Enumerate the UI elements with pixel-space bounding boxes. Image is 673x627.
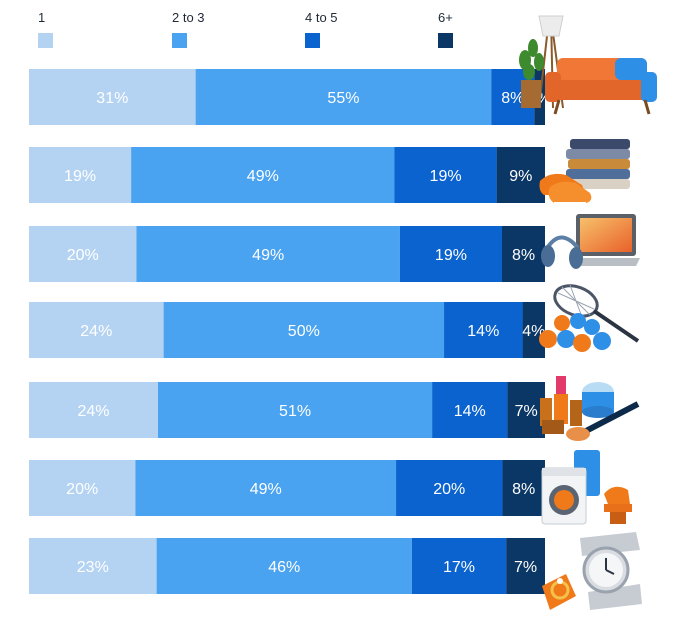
bar-segment: [396, 460, 503, 516]
bar-segment: [502, 460, 545, 516]
bar-segment: [29, 302, 164, 358]
data-label: 8%: [501, 90, 524, 107]
legend-swatch: [38, 33, 53, 48]
data-label: 49%: [247, 168, 279, 185]
sofa-icon: [519, 15, 657, 115]
bar-segment: [394, 147, 497, 203]
bar-row: 23% 46% 17% 7%: [29, 538, 545, 594]
bar-segment: [29, 460, 136, 516]
bar-segment: [29, 382, 158, 438]
laptop-headphones-icon: [541, 214, 640, 269]
legend: 1 2 to 3 4 to 5 6+: [0, 0, 673, 60]
legend-label: 6+: [438, 10, 453, 25]
data-label: 50%: [288, 323, 320, 340]
data-label: 17%: [443, 559, 475, 576]
bar-segment: [136, 226, 400, 282]
data-label: 31%: [96, 90, 128, 107]
bar-segment: [507, 382, 545, 438]
data-label: 51%: [279, 403, 311, 420]
bar-row: 31%55%8%2%: [29, 69, 551, 125]
bar-segment: [496, 147, 545, 203]
data-label: 46%: [268, 559, 300, 576]
legend-label: 4 to 5: [305, 10, 338, 25]
bar-row: 19% 49% 19% 9%: [29, 147, 545, 203]
data-label: 55%: [327, 90, 359, 107]
bar-segment: [522, 302, 545, 358]
data-label: 7%: [514, 559, 537, 576]
cosmetics-icon: [540, 376, 640, 441]
legend-swatch: [305, 33, 320, 48]
data-label: 49%: [250, 481, 282, 498]
bar-row: 20% 49% 19% 8%: [29, 226, 545, 282]
washer-mixer-icon: [541, 450, 632, 525]
clothes-shoes-icon: [539, 139, 630, 204]
bar-segment: [135, 460, 397, 516]
data-label: 14%: [467, 323, 499, 340]
bar-segment: [444, 302, 523, 358]
bar-segment: [506, 538, 545, 594]
data-label: 9%: [509, 168, 532, 185]
data-label: 20%: [66, 481, 98, 498]
bar-row: 20% 49% 20% 8%: [29, 460, 545, 516]
bar-segment: [195, 69, 492, 125]
bar-segment: [29, 538, 157, 594]
legend-swatch: [172, 33, 187, 48]
data-label: 19%: [430, 168, 462, 185]
bar-segment: [158, 382, 433, 438]
bar-segment: [29, 69, 196, 125]
data-label: 8%: [512, 247, 535, 264]
legend-item-6-plus: 6+: [438, 10, 453, 48]
bar-segment: [163, 302, 445, 358]
bar-segment: [131, 147, 395, 203]
bar-segment: [411, 538, 507, 594]
data-label: 19%: [435, 247, 467, 264]
bar-row: 24% 50% 14% 4%: [29, 302, 545, 358]
bar-row: 24% 51% 14% 7%: [29, 382, 545, 438]
legend-item-2-to-3: 2 to 3: [172, 10, 205, 48]
legend-label: 2 to 3: [172, 10, 205, 25]
bar-segment: [29, 147, 132, 203]
data-label: 23%: [77, 559, 109, 576]
tennis-icon: [539, 284, 640, 352]
data-label: 24%: [77, 403, 109, 420]
bar-segment: [29, 226, 137, 282]
data-label: 14%: [454, 403, 486, 420]
data-label: 49%: [252, 247, 284, 264]
data-label: 7%: [515, 403, 538, 420]
bar-segment: [156, 538, 412, 594]
data-label: 8%: [512, 481, 535, 498]
data-label: 20%: [67, 247, 99, 264]
bar-segment: [502, 226, 545, 282]
data-label: 19%: [64, 168, 96, 185]
legend-label: 1: [38, 10, 46, 25]
legend-item-1: 1: [38, 10, 53, 48]
bar-segment: [399, 226, 502, 282]
legend-swatch: [438, 33, 453, 48]
data-label: 20%: [433, 481, 465, 498]
data-label: 24%: [80, 323, 112, 340]
legend-item-4-to-5: 4 to 5: [305, 10, 338, 48]
data-label: 4%: [522, 323, 545, 340]
watch-ring-icon: [542, 532, 642, 610]
bar-segment: [432, 382, 508, 438]
